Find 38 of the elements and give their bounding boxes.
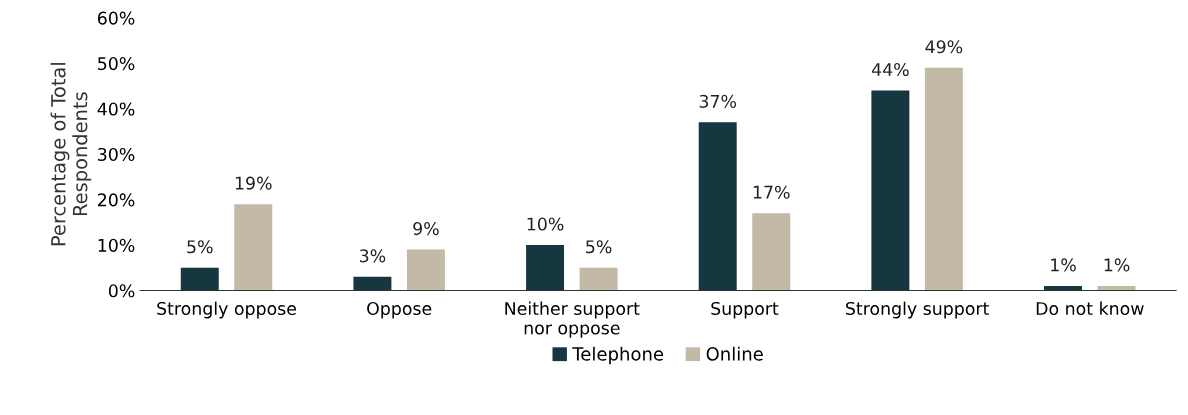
bar <box>871 90 910 291</box>
data-label: 19% <box>235 176 272 190</box>
data-label: 10% <box>527 217 564 231</box>
data-label: 44% <box>871 62 909 77</box>
bar <box>698 122 737 291</box>
legend-label: Telephone <box>572 346 664 365</box>
data-label: 17% <box>753 185 790 199</box>
y-tick-label: 50% <box>98 57 135 71</box>
x-tick-label: Neither support nor oppose <box>505 301 640 338</box>
x-tick-label: Support <box>711 301 779 319</box>
x-tick-label: Strongly support <box>846 301 989 319</box>
data-label: 5% <box>586 240 612 254</box>
y-tick-label: 60% <box>97 11 135 25</box>
data-label: 1% <box>1051 258 1076 272</box>
bar <box>752 213 791 291</box>
bar <box>579 267 618 291</box>
data-label: 1% <box>1104 258 1130 272</box>
x-tick-label: Oppose <box>367 301 432 319</box>
data-label: 5% <box>187 240 213 254</box>
bar <box>406 249 445 291</box>
data-label: 3% <box>359 249 386 263</box>
bar <box>234 204 273 291</box>
y-axis-title: Percentage of Total Respondents <box>50 63 92 246</box>
x-tick-label: Strongly oppose <box>157 301 297 319</box>
bar <box>924 67 963 291</box>
bar <box>526 245 565 291</box>
data-label: 37% <box>699 94 737 108</box>
legend-label: Online <box>706 346 763 361</box>
y-tick-label: 30% <box>98 147 135 162</box>
bar <box>353 276 392 291</box>
bar <box>180 267 219 291</box>
data-label: 49% <box>925 40 963 54</box>
data-label: 9% <box>413 221 439 236</box>
y-tick-label: 0% <box>108 284 135 298</box>
y-tick-label: 40% <box>97 102 135 116</box>
y-tick-label: 10% <box>98 238 135 252</box>
x-tick-label: Do not know <box>1036 301 1144 316</box>
y-tick-label: 20% <box>98 193 135 207</box>
